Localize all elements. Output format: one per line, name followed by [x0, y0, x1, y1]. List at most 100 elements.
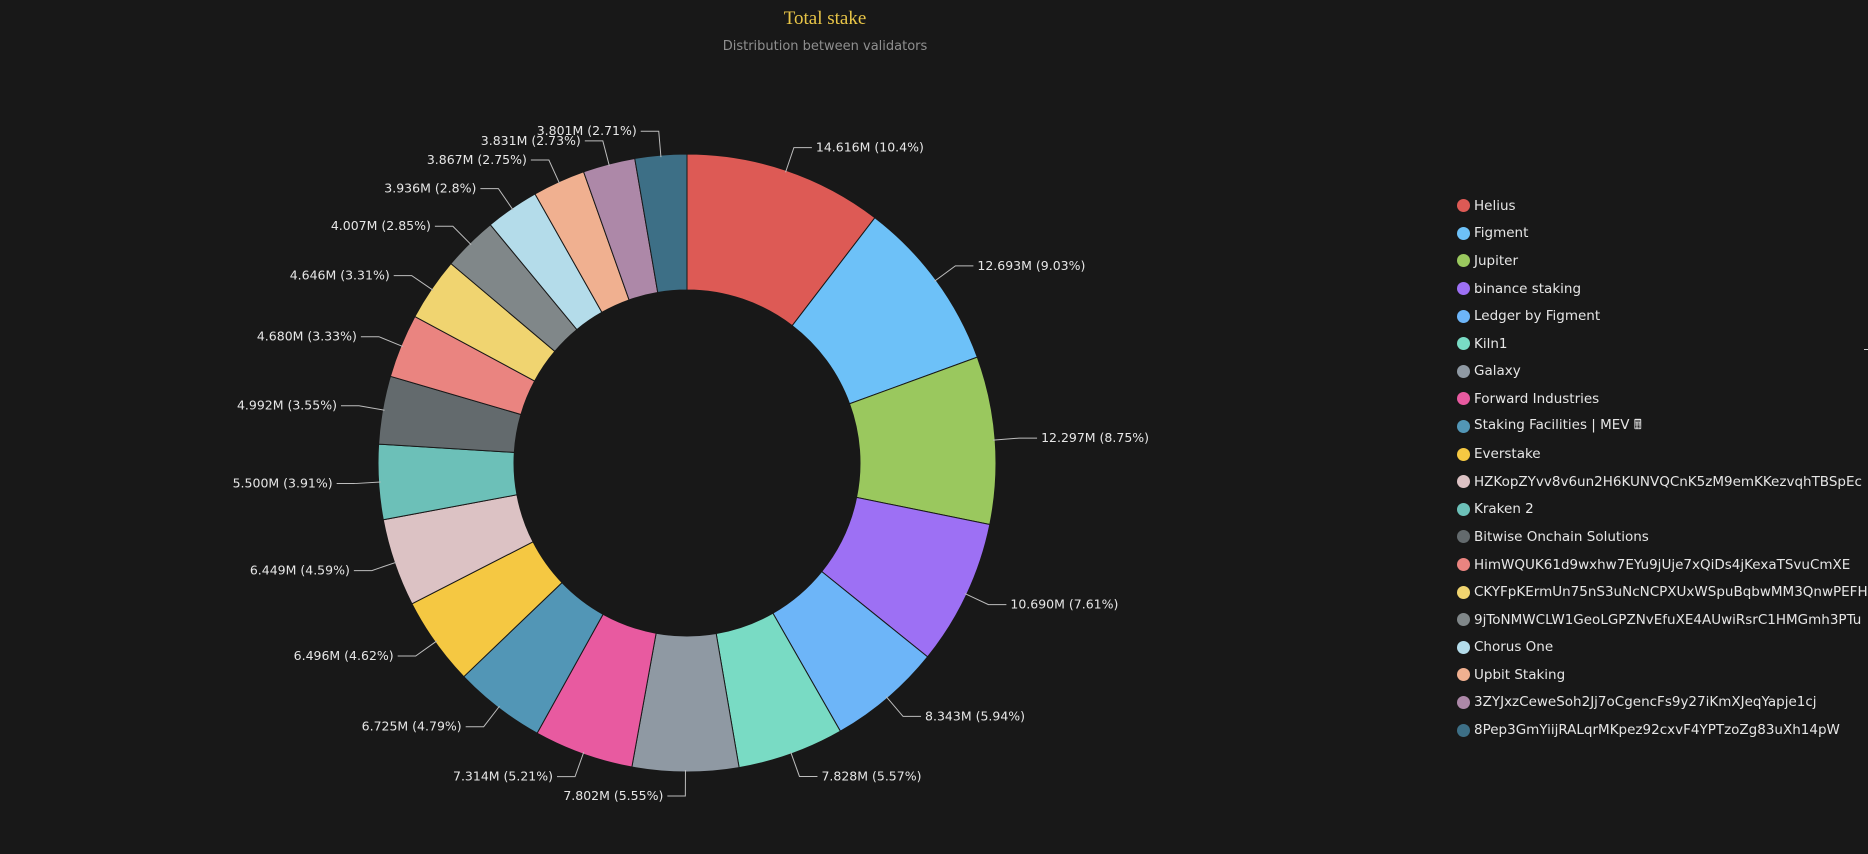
data-label-3: 10.690M (7.61%)	[1010, 597, 1118, 612]
legend-item[interactable]: Kraken 2	[1457, 496, 1868, 524]
leader-line-14	[393, 275, 434, 291]
legend-item[interactable]: Upbit Staking	[1457, 661, 1868, 689]
data-label-16: 3.936M (2.8%)	[384, 181, 476, 196]
legend-dot-icon	[1457, 337, 1470, 351]
legend-item[interactable]: Staking Facilities | MEV 🖩	[1457, 413, 1868, 441]
legend-dot-icon	[1457, 226, 1470, 240]
legend-item[interactable]: CKYFpKErmUn75nS3uNcNCPXUxWSpuBqbwMM3QnwP…	[1457, 578, 1868, 606]
donut-chart: 14.616M (10.4%) 12.693M (9.03%) 12.297M (8…	[233, 123, 1149, 803]
leader-line-3	[964, 593, 1007, 606]
edge-tick	[1864, 349, 1868, 350]
legend-item[interactable]: 8Pep3GmYiijRALqrMKpez92cxvF4YPTzoZg83uXh…	[1457, 716, 1868, 744]
leader-line-2	[993, 437, 1038, 441]
legend-dot-icon	[1457, 695, 1470, 709]
slice-19[interactable]	[634, 153, 688, 294]
data-label-6: 7.802M (5.55%)	[563, 788, 663, 803]
legend-label: binance staking	[1474, 280, 1582, 297]
legend-item[interactable]: Kiln1	[1457, 330, 1868, 358]
legend-item[interactable]: HZKopZYvv8v6un2H6KUNVQCnK5zM9emKKezvqhTB…	[1457, 468, 1868, 496]
leader-line-17	[530, 159, 561, 184]
data-label-4: 8.343M (5.94%)	[925, 708, 1025, 723]
legend-dot-icon	[1457, 613, 1470, 627]
legend-label: Staking Facilities | MEV 🖩	[1474, 417, 1642, 434]
leader-line-15	[434, 225, 472, 246]
data-label-7: 7.314M (5.21%)	[453, 769, 553, 784]
legend-item[interactable]: 3ZYJxzCeweSoh2Jj7oCgencFs9y27iKmXJeqYapj…	[1457, 689, 1868, 717]
legend-label: HimWQUK61d9wxhw7EYu9jUje7xQiDs4jKexaTSvu…	[1474, 556, 1851, 573]
legend-label: Upbit Staking	[1474, 666, 1566, 683]
legend-item[interactable]: Figment	[1457, 220, 1868, 248]
leader-line-19	[640, 130, 662, 158]
leader-line-5	[790, 751, 818, 777]
data-label-1: 12.693M (9.03%)	[977, 258, 1085, 273]
data-label-13: 4.680M (3.33%)	[257, 329, 357, 344]
legend-dot-icon	[1457, 723, 1470, 737]
legend-item[interactable]: Chorus One	[1457, 634, 1868, 662]
legend-dot-icon	[1457, 447, 1470, 461]
leader-line-16	[480, 188, 514, 211]
data-label-8: 6.725M (4.79%)	[362, 719, 462, 734]
data-label-12: 4.992M (3.55%)	[237, 398, 337, 413]
legend-label: Jupiter	[1474, 252, 1519, 269]
legend-label: Figment	[1474, 225, 1529, 242]
data-label-14: 4.646M (3.31%)	[290, 268, 390, 283]
legend-label: Bitwise Onchain Solutions	[1474, 528, 1649, 545]
leader-line-8	[465, 705, 500, 728]
data-label-11: 5.500M (3.91%)	[233, 476, 333, 491]
legend-label: Galaxy	[1474, 363, 1521, 380]
legend-label: Forward Industries	[1474, 390, 1600, 407]
leader-line-6	[667, 769, 686, 797]
data-label-2: 12.297M (8.75%)	[1041, 430, 1149, 445]
data-label-15: 4.007M (2.85%)	[331, 218, 431, 233]
leader-line-1	[934, 265, 974, 282]
legend-dot-icon	[1457, 475, 1470, 489]
chart-title: Total stake	[783, 8, 867, 29]
legend-dot-icon	[1457, 199, 1470, 213]
leader-line-0	[785, 147, 812, 173]
legend-label: CKYFpKErmUn75nS3uNcNCPXUxWSpuBqbwMM3QnwP…	[1474, 584, 1868, 601]
leader-line-12	[340, 405, 385, 411]
leader-line-18	[584, 140, 610, 167]
legend-dot-icon	[1457, 668, 1470, 682]
legend-item[interactable]: Ledger by Figment	[1457, 302, 1868, 330]
legend-label: 3ZYJxzCeweSoh2Jj7oCgencFs9y27iKmXJeqYapj…	[1474, 694, 1817, 711]
legend-label: Chorus One	[1474, 639, 1554, 656]
legend-item[interactable]: Bitwise Onchain Solutions	[1457, 523, 1868, 551]
legend-dot-icon	[1457, 502, 1470, 516]
legend-dot-icon	[1457, 420, 1470, 434]
data-label-10: 6.449M (4.59%)	[250, 563, 350, 578]
legend-label: Ledger by Figment	[1474, 308, 1601, 325]
legend-item[interactable]: Everstake	[1457, 440, 1868, 468]
leader-line-9	[397, 640, 438, 657]
legend-dot-icon	[1457, 392, 1470, 406]
leader-line-11	[336, 481, 381, 485]
legend-item[interactable]: Jupiter	[1457, 247, 1868, 275]
legend-item[interactable]: Helius	[1457, 192, 1868, 220]
legend-dot-icon	[1457, 282, 1470, 296]
legend-dot-icon	[1457, 558, 1470, 572]
legend-dot-icon	[1457, 585, 1470, 599]
legend-dot-icon	[1457, 254, 1470, 268]
data-label-17: 3.867M (2.75%)	[427, 152, 527, 167]
legend-label: Kraken 2	[1474, 501, 1534, 518]
legend-dot-icon	[1457, 530, 1470, 544]
chart-subtitle: Distribution between validators	[722, 39, 928, 54]
legend-dot-icon	[1457, 640, 1470, 654]
legend-label: 9jToNMWCLW1GeoLGPZNvEfuXE4AUwiRsrC1HMGmh…	[1474, 611, 1862, 628]
legend-item[interactable]: binance staking	[1457, 275, 1868, 303]
legend-item[interactable]: Galaxy	[1457, 358, 1868, 386]
leader-line-13	[360, 336, 404, 348]
legend: Helius Figment Jupiter binance staking Ledge…	[1457, 192, 1868, 744]
legend-label: Everstake	[1474, 446, 1541, 463]
data-label-18: 3.831M (2.73%)	[481, 133, 581, 148]
data-label-5: 7.828M (5.57%)	[821, 768, 921, 783]
legend-item[interactable]: 9jToNMWCLW1GeoLGPZNvEfuXE4AUwiRsrC1HMGmh…	[1457, 606, 1868, 634]
data-label-0: 14.616M (10.4%)	[816, 140, 924, 155]
legend-dot-icon	[1457, 364, 1470, 378]
legend-dot-icon	[1457, 309, 1470, 323]
legend-label: Kiln1	[1474, 335, 1508, 352]
legend-label: 8Pep3GmYiijRALqrMKpez92cxvF4YPTzoZg83uXh…	[1474, 722, 1840, 739]
leader-line-4	[885, 696, 922, 717]
legend-item[interactable]: Forward Industries	[1457, 385, 1868, 413]
legend-item[interactable]: HimWQUK61d9wxhw7EYu9jUje7xQiDs4jKexaTSvu…	[1457, 551, 1868, 579]
